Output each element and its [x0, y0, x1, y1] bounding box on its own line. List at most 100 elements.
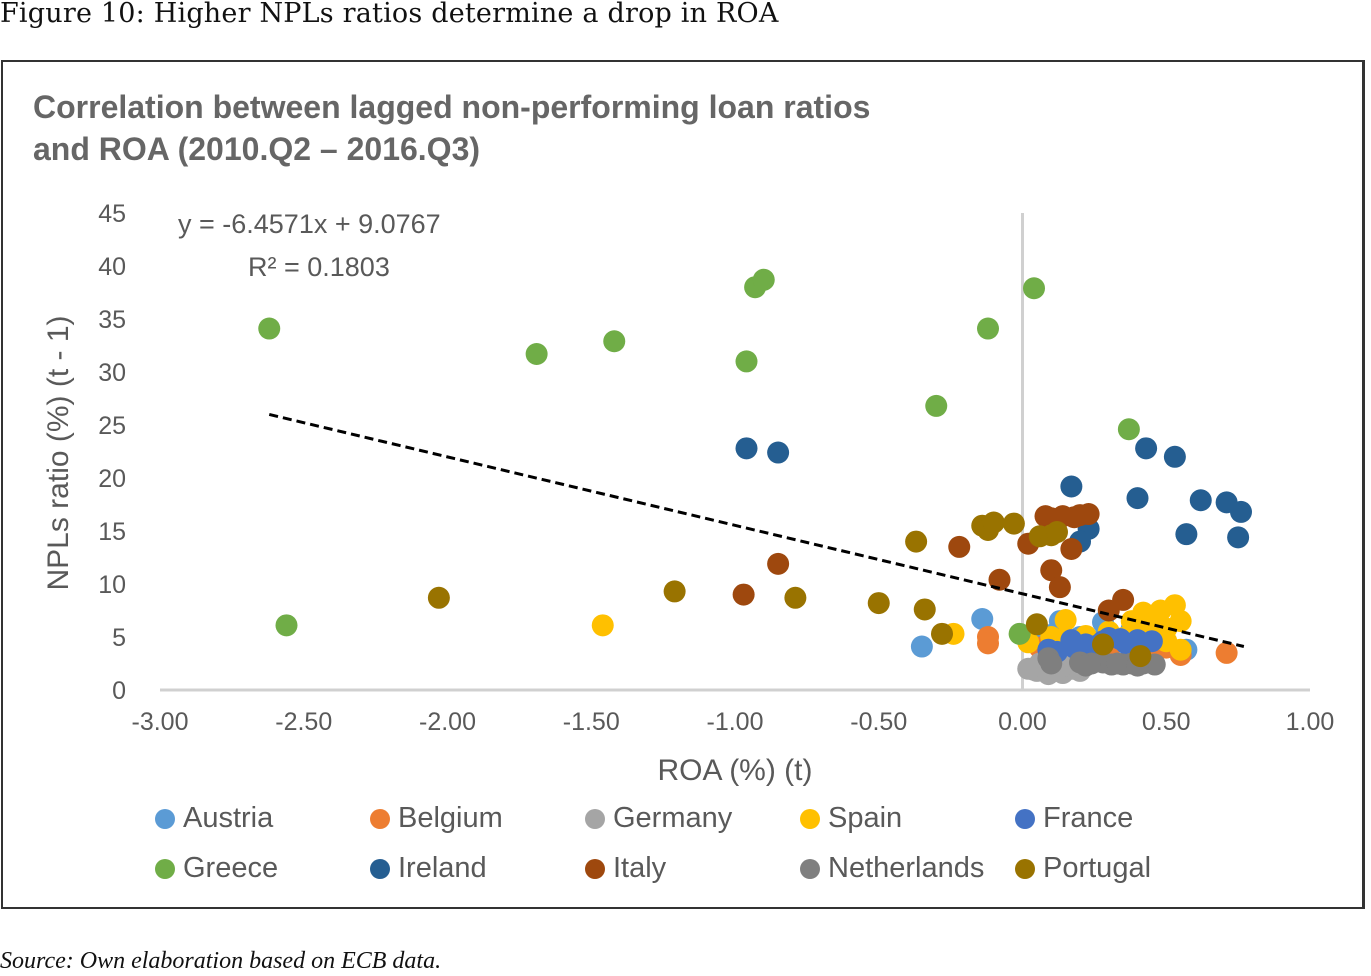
- source-note: Source: Own elaboration based on ECB dat…: [0, 948, 442, 974]
- series-portugal: [427, 511, 1152, 668]
- data-point: [1040, 652, 1063, 675]
- legend-item-germany: Germany: [585, 802, 732, 835]
- chart-title-line-2: and ROA (2010.Q2 – 2016.Q3): [33, 131, 481, 167]
- legend: Austria Belgium Germany Spain France Greece Ir…: [155, 800, 1255, 900]
- data-point: [1046, 521, 1068, 544]
- y-tick-label: 35: [98, 306, 126, 334]
- data-point: [1002, 512, 1025, 535]
- legend-marker-icon: [800, 808, 820, 829]
- axes: -3.00 -2.50 -2.00 -1.50 -1.00 -0.50 0.00 0.50 1.…: [98, 200, 1334, 736]
- legend-marker-icon: [155, 808, 175, 829]
- figure-title: Figure 10: Higher NPLs ratios determine …: [0, 0, 779, 29]
- legend-item-netherlands: Netherlands: [800, 852, 984, 885]
- legend-item-france: France: [1015, 802, 1133, 835]
- data-point: [1215, 641, 1238, 664]
- data-point: [1054, 609, 1077, 632]
- y-axis-label: NPLs ratio (%) (t - 1): [42, 315, 75, 590]
- data-point: [1230, 500, 1252, 523]
- data-point: [1135, 437, 1158, 460]
- data-point: [752, 268, 775, 291]
- data-point: [1025, 613, 1048, 636]
- chart-frame: [1, 60, 1365, 909]
- legend-marker-icon: [585, 808, 605, 829]
- x-tick-label: -0.50: [850, 708, 907, 736]
- data-point: [867, 592, 890, 615]
- data-point: [735, 350, 758, 373]
- data-point: [910, 635, 933, 658]
- data-point: [1126, 487, 1149, 510]
- data-point: [1169, 638, 1192, 661]
- x-tick-label: -2.00: [419, 708, 476, 736]
- data-point: [1117, 418, 1140, 441]
- data-point: [1115, 632, 1137, 655]
- data-point: [1074, 654, 1097, 677]
- x-tick-label: -2.50: [275, 708, 332, 736]
- data-point: [427, 586, 450, 609]
- data-point: [1129, 645, 1152, 668]
- data-point: [1092, 633, 1114, 656]
- data-point: [1155, 617, 1178, 640]
- x-axis-label: ROA (%) (t): [658, 754, 813, 787]
- x-tick-label: -1.00: [707, 708, 764, 736]
- data-point: [1189, 489, 1212, 512]
- series-ireland: [735, 437, 1252, 553]
- x-tick-label: 1.00: [1286, 708, 1335, 736]
- data-point: [977, 632, 999, 655]
- legend-label: Portugal: [1043, 852, 1152, 884]
- x-tick-label: 0.50: [1142, 708, 1191, 736]
- legend-item-italy: Italy: [585, 852, 666, 885]
- chart-title-line-1: Correlation between lagged non-performin…: [33, 89, 871, 125]
- y-tick-label: 5: [112, 624, 126, 652]
- x-tick-label: -1.50: [563, 708, 620, 736]
- trendline-group: [268, 413, 1245, 648]
- legend-marker-icon: [585, 858, 605, 879]
- legend-item-greece: Greece: [155, 852, 278, 885]
- legend-marker-icon: [155, 858, 175, 879]
- y-tick-label: 25: [98, 412, 126, 440]
- data-point: [591, 614, 614, 637]
- y-tick-label: 30: [98, 359, 126, 387]
- data-point: [732, 583, 755, 606]
- data-point: [1060, 538, 1083, 561]
- legend-label: France: [1043, 802, 1134, 834]
- data-point: [525, 342, 548, 365]
- legend-marker-icon: [1015, 808, 1035, 829]
- data-point: [1048, 576, 1071, 599]
- data-point: [735, 437, 758, 460]
- data-point: [1023, 277, 1045, 300]
- legend-label: Italy: [613, 852, 667, 884]
- trendline-equation: y = -6.4571x + 9.0767: [178, 209, 441, 239]
- legend-label: Netherlands: [828, 852, 985, 884]
- data-point: [982, 511, 1005, 534]
- y-tick-label: 10: [98, 571, 126, 599]
- legend-label: Belgium: [398, 802, 503, 834]
- legend-label: Spain: [828, 802, 903, 834]
- y-tick-label: 45: [98, 200, 126, 228]
- data-point: [971, 607, 994, 630]
- legend-item-austria: Austria: [155, 802, 273, 835]
- data-point: [1060, 475, 1083, 498]
- y-tick-label: 40: [98, 253, 126, 281]
- legend-label: Germany: [613, 802, 733, 834]
- series-greece: [258, 268, 1140, 645]
- chart-title: Correlation between lagged non-performin…: [33, 86, 1033, 170]
- legend-marker-icon: [800, 858, 820, 879]
- data-point: [948, 535, 971, 558]
- trendline: [268, 413, 1245, 648]
- y-tick-label: 15: [98, 518, 126, 546]
- points-group: [258, 268, 1252, 686]
- data-point: [1040, 559, 1063, 582]
- data-point: [913, 598, 936, 621]
- data-point: [663, 580, 686, 603]
- data-point: [977, 317, 999, 340]
- legend-label: Austria: [183, 802, 274, 834]
- data-point: [275, 614, 298, 637]
- legend-item-spain: Spain: [800, 802, 902, 835]
- data-point: [925, 394, 948, 417]
- legend-label: Greece: [183, 852, 279, 884]
- data-point: [603, 330, 626, 353]
- data-point: [931, 622, 953, 645]
- legend-label: Ireland: [398, 852, 487, 884]
- data-point: [988, 568, 1011, 591]
